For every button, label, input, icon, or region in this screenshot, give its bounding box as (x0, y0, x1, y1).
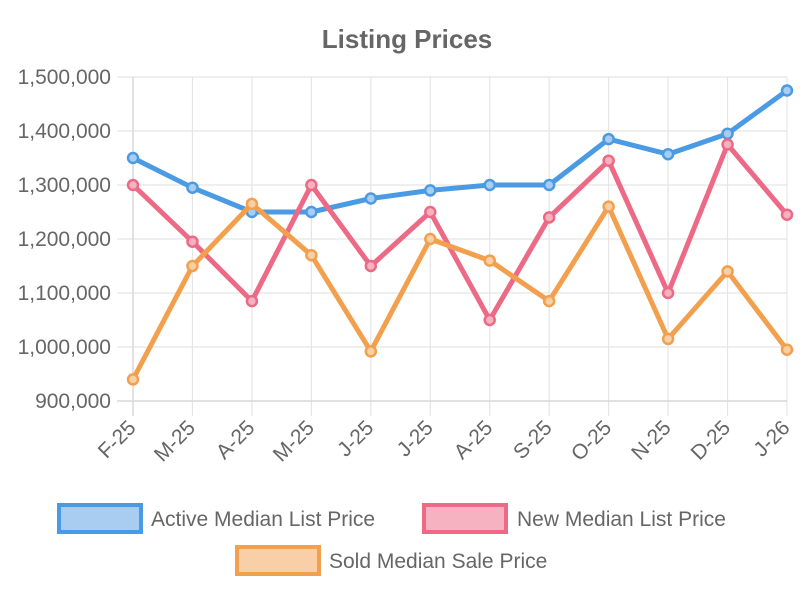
series-line (130, 88, 790, 215)
y-tick-label: 900,000 (35, 390, 111, 413)
data-point[interactable] (186, 235, 199, 248)
data-point[interactable] (780, 208, 794, 221)
x-tick-label: O-25 (567, 416, 616, 465)
data-point[interactable] (542, 294, 556, 308)
series-lines (126, 84, 794, 386)
data-point[interactable] (602, 154, 615, 167)
data-point[interactable] (780, 84, 794, 97)
data-point[interactable] (542, 211, 556, 224)
data-point[interactable] (542, 178, 556, 192)
data-point[interactable] (721, 138, 734, 151)
data-point[interactable] (661, 286, 675, 300)
x-axis-tick-labels: F-25 M-25 A-25 M-25 J-25 J-25 A-25 S-25 O-25 N-25… (94, 416, 795, 466)
series-0 (126, 84, 794, 219)
data-point[interactable] (424, 205, 437, 219)
data-point[interactable] (424, 232, 437, 246)
x-tick-label: M-25 (269, 416, 319, 466)
data-point[interactable] (126, 178, 140, 192)
data-point[interactable] (602, 132, 615, 146)
x-tick-label: J-25 (333, 416, 378, 461)
x-tick-label: M-25 (150, 416, 200, 466)
x-tick-label: A-25 (212, 416, 260, 464)
data-point[interactable] (483, 313, 496, 327)
y-tick-label: 1,100,000 (18, 282, 111, 305)
data-point[interactable] (126, 151, 140, 165)
data-point[interactable] (245, 294, 259, 308)
legend-label-new: New Median List Price (517, 508, 726, 531)
legend: Active Median List Price New Median List… (57, 503, 726, 576)
y-tick-label: 1,200,000 (18, 228, 111, 251)
x-tick-label: S-25 (509, 416, 557, 464)
x-tick-label: N-25 (627, 416, 675, 464)
y-tick-label: 1,400,000 (18, 120, 111, 143)
data-point[interactable] (780, 343, 794, 356)
legend-item-sold[interactable]: Sold Median Sale Price (235, 545, 547, 576)
data-point[interactable] (364, 259, 378, 273)
data-point[interactable] (364, 192, 378, 205)
x-tick-label: D-25 (687, 416, 735, 464)
data-point[interactable] (364, 345, 378, 358)
data-point[interactable] (483, 178, 496, 192)
data-point[interactable] (721, 127, 734, 140)
data-point[interactable] (721, 265, 734, 278)
data-point[interactable] (126, 373, 140, 386)
legend-swatch-new (422, 503, 508, 534)
x-tick-label: A-25 (450, 416, 498, 464)
data-point[interactable] (661, 332, 675, 346)
legend-item-new[interactable]: New Median List Price (422, 503, 726, 534)
x-tick-label: F-25 (94, 416, 141, 463)
series-2 (126, 197, 794, 386)
y-tick-label: 1,000,000 (18, 336, 111, 359)
y-tick-label: 1,500,000 (18, 66, 111, 89)
data-point[interactable] (305, 205, 318, 219)
x-tick-label: J-26 (749, 416, 794, 461)
legend-swatch-active (57, 503, 143, 534)
series-line (130, 201, 790, 382)
data-point[interactable] (186, 259, 199, 273)
legend-item-active[interactable]: Active Median List Price (57, 503, 375, 534)
data-point[interactable] (305, 248, 318, 262)
series-line (130, 142, 790, 323)
legend-label-sold: Sold Median Sale Price (329, 550, 547, 573)
data-point[interactable] (186, 181, 199, 194)
data-point[interactable] (602, 200, 615, 213)
x-tick-label: J-25 (393, 416, 438, 461)
legend-swatch-sold (235, 545, 321, 576)
data-point[interactable] (305, 178, 318, 192)
data-point[interactable] (424, 184, 437, 197)
series-1 (126, 138, 794, 327)
data-point[interactable] (483, 254, 496, 267)
y-tick-label: 1,300,000 (18, 174, 111, 197)
data-point[interactable] (661, 147, 675, 161)
legend-label-active: Active Median List Price (151, 508, 375, 531)
data-point[interactable] (245, 197, 259, 211)
y-axis-tick-labels: 900,000 1,000,000 1,100,000 1,200,000 1,300,… (18, 66, 111, 413)
chart-title: Listing Prices (322, 24, 493, 54)
grid (117, 76, 788, 416)
